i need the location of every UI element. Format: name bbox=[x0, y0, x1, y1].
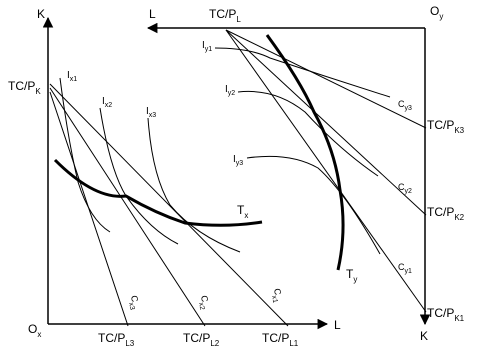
right-expansion-path bbox=[265, 34, 345, 271]
right-y-axis-label: K bbox=[420, 329, 428, 343]
left-panel: K L Ox TC/PK Ix1 Ix2 Ix3 Tx Cx3 Cx2 Cx1 … bbox=[8, 7, 341, 347]
left-cost-line-1 bbox=[49, 83, 289, 327]
left-origin-label: Ox bbox=[28, 322, 41, 339]
left-isoquant-label-2: Ix2 bbox=[102, 96, 112, 109]
right-k-intercept-label-3: TC/PK3 bbox=[427, 118, 465, 135]
right-x-axis-label: L bbox=[149, 7, 156, 21]
right-k-intercept-label-1: TC/PK1 bbox=[427, 306, 465, 323]
right-isoquant-label-2: Iy2 bbox=[225, 84, 235, 97]
right-isoquant-1 bbox=[214, 47, 391, 98]
right-panel: L K Oy TC/PL Iy1 Iy2 Iy3 Cy3 Cy2 Cy1 TC/… bbox=[146, 4, 465, 343]
left-isoquant-label-1: Ix1 bbox=[67, 70, 77, 83]
left-y-axis-label: K bbox=[37, 7, 45, 21]
right-cost-label-1: Cy1 bbox=[398, 262, 412, 275]
right-cost-label-3: Cy3 bbox=[398, 99, 412, 112]
left-cost-label-1: Cx1 bbox=[269, 288, 284, 304]
left-l-intercept-label-3: TC/PL3 bbox=[98, 331, 135, 347]
left-x-axis-label: L bbox=[334, 318, 341, 332]
left-expansion-path-label: Tx bbox=[237, 203, 248, 220]
right-isoquant-label-1: Iy1 bbox=[202, 40, 212, 53]
left-l-intercept-label-1: TC/PL1 bbox=[262, 331, 299, 347]
left-cost-label-3: Cx3 bbox=[126, 295, 141, 311]
left-cost-label-2: Cx2 bbox=[196, 295, 211, 311]
right-k-intercept-label-2: TC/PK2 bbox=[427, 205, 465, 222]
left-k-intercept-label: TC/PK bbox=[8, 79, 41, 96]
left-l-intercept-label-2: TC/PL2 bbox=[183, 331, 220, 347]
left-isoquant-3 bbox=[147, 117, 241, 253]
left-cost-line-2 bbox=[49, 87, 206, 327]
left-expansion-path bbox=[53, 158, 263, 227]
right-cost-line-3 bbox=[225, 29, 427, 129]
left-isoquant-label-3: Ix3 bbox=[146, 106, 156, 119]
right-isoquant-2 bbox=[237, 90, 379, 177]
right-expansion-path-label: Ty bbox=[346, 267, 357, 284]
right-cost-line-2 bbox=[225, 29, 427, 216]
right-l-intercept-label: TC/PL bbox=[209, 7, 241, 24]
right-cost-label-2: Cy2 bbox=[398, 182, 412, 195]
right-isoquant-label-3: Iy3 bbox=[233, 154, 243, 167]
right-origin-label: Oy bbox=[430, 4, 443, 21]
left-isoquant-2 bbox=[99, 107, 179, 245]
right-isoquant-3 bbox=[246, 155, 381, 255]
right-cost-line-1 bbox=[225, 29, 427, 313]
